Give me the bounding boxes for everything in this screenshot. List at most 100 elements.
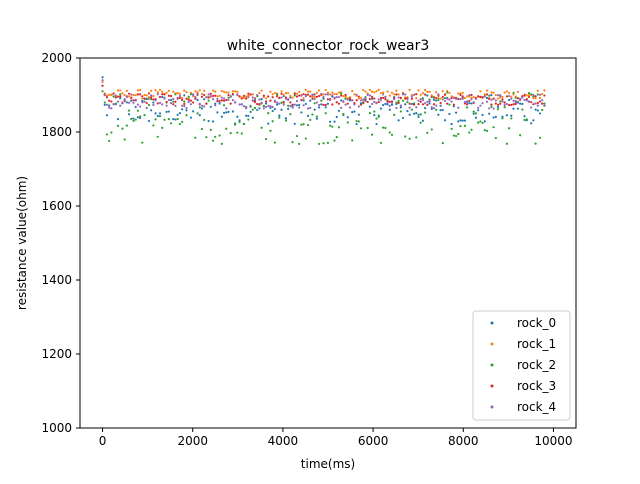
data-point (161, 93, 164, 96)
data-point (247, 114, 250, 118)
data-point (185, 97, 188, 100)
data-point (477, 106, 480, 110)
data-point (375, 90, 378, 93)
data-point (167, 94, 170, 97)
data-point (242, 105, 246, 108)
data-point (430, 128, 433, 131)
data-point (284, 97, 288, 101)
data-point (536, 93, 539, 96)
data-point (435, 108, 438, 111)
data-point (251, 108, 254, 111)
data-point (269, 104, 272, 108)
data-point (108, 93, 111, 96)
data-point (483, 120, 486, 123)
data-point (432, 96, 436, 99)
data-point (536, 89, 539, 92)
data-point (141, 101, 144, 104)
data-point (483, 95, 486, 98)
x-tick-label: 8000 (448, 434, 479, 448)
data-point (485, 129, 489, 132)
data-point (269, 99, 272, 102)
data-point (362, 101, 365, 104)
data-point (229, 102, 232, 105)
data-point (214, 104, 217, 107)
data-point (178, 122, 181, 126)
data-point (437, 97, 440, 100)
data-point (472, 110, 475, 113)
data-point (375, 117, 378, 120)
data-point (220, 142, 223, 145)
data-point (443, 99, 447, 103)
data-point (435, 91, 438, 94)
data-point (105, 114, 109, 117)
data-point (512, 91, 515, 95)
data-point (236, 115, 239, 118)
data-point (267, 122, 270, 125)
data-point (209, 92, 212, 95)
data-point (510, 97, 513, 100)
data-point (119, 104, 122, 107)
legend-label: rock_2 (517, 358, 556, 372)
data-point (315, 117, 318, 120)
data-point (258, 102, 261, 106)
x-axis-label: time(ms) (301, 457, 355, 471)
data-point (245, 114, 248, 117)
data-point (247, 94, 250, 97)
legend-label: rock_1 (517, 337, 556, 351)
data-point (404, 135, 407, 138)
data-point (271, 120, 274, 123)
data-point (298, 106, 301, 109)
data-point (211, 120, 215, 123)
y-tick-label: 2000 (41, 51, 72, 65)
data-point (258, 107, 261, 110)
data-point (366, 100, 369, 104)
data-point (538, 136, 542, 139)
data-point (536, 109, 539, 112)
data-point (468, 94, 471, 97)
data-point (326, 91, 330, 94)
data-point (457, 120, 460, 123)
data-point (231, 92, 235, 96)
data-point (370, 133, 374, 136)
data-point (496, 97, 500, 100)
data-point (408, 106, 411, 109)
data-point (110, 93, 113, 96)
data-point (262, 107, 265, 110)
data-point (251, 96, 254, 99)
data-point (203, 93, 206, 97)
data-point (127, 109, 131, 112)
data-point (417, 113, 420, 116)
data-point (468, 99, 471, 103)
data-point (335, 136, 338, 139)
data-point (390, 133, 394, 136)
data-point (209, 105, 212, 108)
data-point (291, 96, 294, 99)
data-point (490, 94, 493, 97)
data-point (194, 136, 197, 139)
data-point (355, 93, 358, 96)
data-point (156, 102, 159, 105)
data-point (395, 106, 398, 110)
data-point (454, 111, 458, 114)
data-point (472, 101, 475, 104)
series-rock_3 (101, 84, 546, 107)
data-point (538, 96, 542, 100)
data-point (240, 97, 243, 100)
data-point (428, 98, 431, 101)
data-point (136, 93, 139, 96)
data-point (357, 95, 360, 98)
data-point (324, 93, 327, 96)
data-point (154, 89, 157, 92)
data-point (315, 91, 318, 94)
data-point (382, 126, 385, 129)
data-point (178, 92, 181, 95)
legend-marker (490, 363, 494, 367)
data-point (150, 89, 153, 92)
data-point (298, 142, 301, 146)
data-point (189, 103, 193, 106)
data-point (287, 92, 290, 95)
data-point (132, 117, 135, 120)
data-point (216, 95, 219, 98)
data-point (388, 108, 391, 111)
data-point (114, 102, 117, 105)
